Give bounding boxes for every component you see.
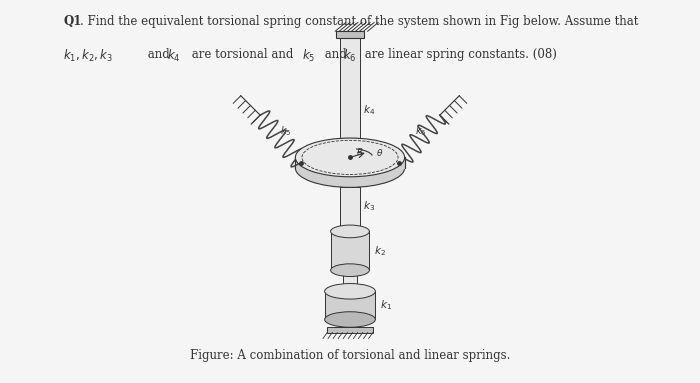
Text: $k_1$: $k_1$ (379, 298, 391, 312)
Text: $k_4$: $k_4$ (167, 48, 180, 64)
Text: $k_5$: $k_5$ (279, 124, 291, 138)
Ellipse shape (295, 149, 405, 187)
Text: $R$: $R$ (356, 146, 364, 157)
Text: $k_4$: $k_4$ (363, 103, 376, 117)
Text: $\theta$: $\theta$ (377, 147, 384, 158)
Text: are linear spring constants. (08): are linear spring constants. (08) (361, 48, 557, 61)
Bar (340, 187, 360, 231)
Ellipse shape (325, 312, 375, 327)
Bar (342, 270, 358, 291)
Ellipse shape (295, 138, 405, 177)
Text: Q1: Q1 (63, 15, 81, 28)
Text: $k_1, k_2, k_3$: $k_1, k_2, k_3$ (63, 48, 113, 64)
Bar (340, 38, 360, 138)
Text: and: and (144, 48, 173, 61)
Text: . Find the equivalent torsional spring constant of the system shown in Fig below: . Find the equivalent torsional spring c… (80, 15, 639, 28)
Text: $k_6$: $k_6$ (343, 48, 356, 64)
Bar (327, 327, 373, 332)
Bar (336, 31, 364, 38)
Bar (325, 291, 375, 319)
Polygon shape (295, 157, 405, 168)
Ellipse shape (330, 264, 370, 277)
Ellipse shape (325, 283, 375, 299)
Text: $k_6$: $k_6$ (415, 124, 427, 138)
Text: are torsional and: are torsional and (188, 48, 297, 61)
Text: and: and (321, 48, 350, 61)
Text: $k_5$: $k_5$ (302, 48, 316, 64)
Bar (330, 231, 370, 270)
Text: Figure: A combination of torsional and linear springs.: Figure: A combination of torsional and l… (190, 349, 510, 362)
Ellipse shape (330, 225, 370, 238)
Text: $k_2$: $k_2$ (374, 244, 386, 258)
Text: $k_3$: $k_3$ (363, 199, 375, 213)
